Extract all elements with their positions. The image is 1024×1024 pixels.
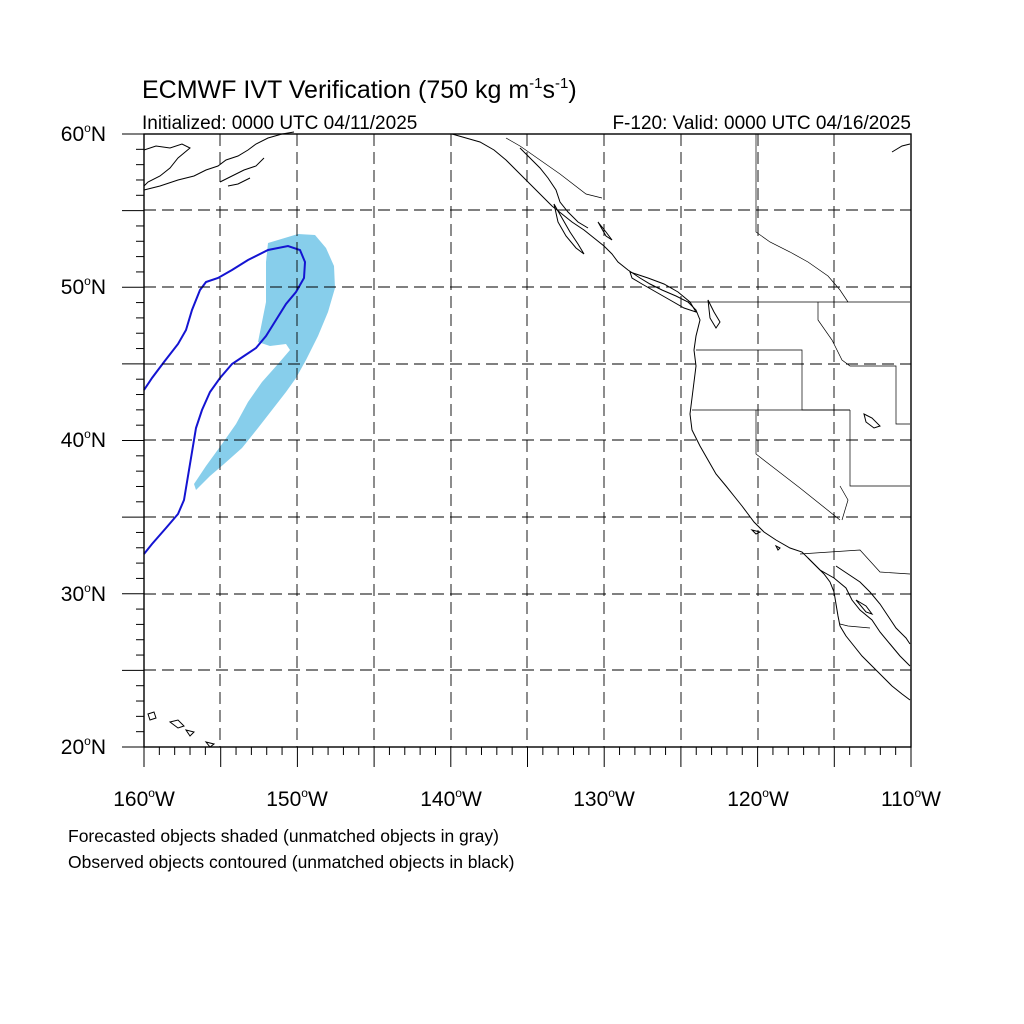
observed-object-contour [143,244,307,555]
forecast-object-shaded [194,234,335,490]
caption-forecast: Forecasted objects shaded (unmatched obj… [68,826,499,846]
axis-ticks [122,133,912,767]
lat-label-50: 50oN [61,274,106,299]
lon-label-150: 150oW [266,786,328,811]
longitude-labels: 160oW 150oW 140oW 130oW 120oW 110oW [113,786,941,811]
lon-label-120: 120oW [727,786,789,811]
graticule [144,134,911,747]
lat-label-40: 40oN [61,427,106,452]
lon-label-130: 130oW [573,786,635,811]
coastlines [143,131,911,748]
lat-label-60: 60oN [61,121,106,146]
plot-area [122,131,912,767]
lon-label-140: 140oW [420,786,482,811]
lon-label-110: 110oW [881,786,941,811]
map-title: ECMWF IVT Verification (750 kg m-1s-1) [142,75,577,104]
political-borders [505,134,911,629]
lon-label-160: 160oW [113,786,175,811]
latitude-labels: 60oN 50oN 40oN 30oN 20oN [61,121,106,759]
caption-observed: Observed objects contoured (unmatched ob… [68,852,515,872]
init-time-label: Initialized: 0000 UTC 04/11/2025 [142,113,417,134]
lat-label-30: 30oN [61,581,106,606]
valid-time-label: F-120: Valid: 0000 UTC 04/16/2025 [612,113,911,134]
map-frame [143,133,912,748]
lat-label-20: 20oN [61,734,106,759]
